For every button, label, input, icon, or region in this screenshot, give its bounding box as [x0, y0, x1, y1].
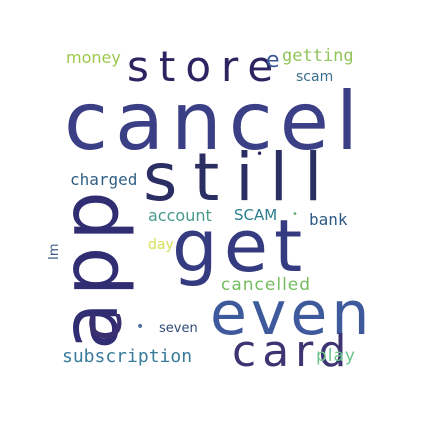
word-card: card — [232, 326, 353, 377]
word-scam-lower: scam — [296, 69, 334, 85]
word-bank: bank — [309, 210, 348, 229]
word-store: store — [127, 42, 284, 91]
dot-1: • — [136, 319, 145, 335]
word-seven: seven — [159, 321, 198, 336]
dot-3: • — [256, 147, 264, 161]
word-get: get — [172, 204, 309, 288]
word-cancel: cancel — [64, 75, 366, 168]
word-account: account — [148, 206, 212, 225]
word-scam-upper: SCAM — [234, 206, 278, 224]
glyph-c: c — [69, 310, 135, 342]
word-money: money — [66, 48, 121, 67]
word-subscription: subscription — [62, 346, 193, 367]
glyph-e: e — [266, 48, 280, 73]
word-getting: getting — [282, 46, 354, 66]
dot-2: • — [292, 209, 298, 220]
word-day: day — [148, 237, 174, 253]
word-even: even — [210, 279, 374, 349]
word-charged: charged — [70, 170, 138, 189]
word-still: still — [143, 139, 339, 216]
word-play: play — [316, 346, 356, 366]
word-im: Im — [47, 243, 62, 261]
word-cancelled: cancelled — [221, 275, 312, 295]
